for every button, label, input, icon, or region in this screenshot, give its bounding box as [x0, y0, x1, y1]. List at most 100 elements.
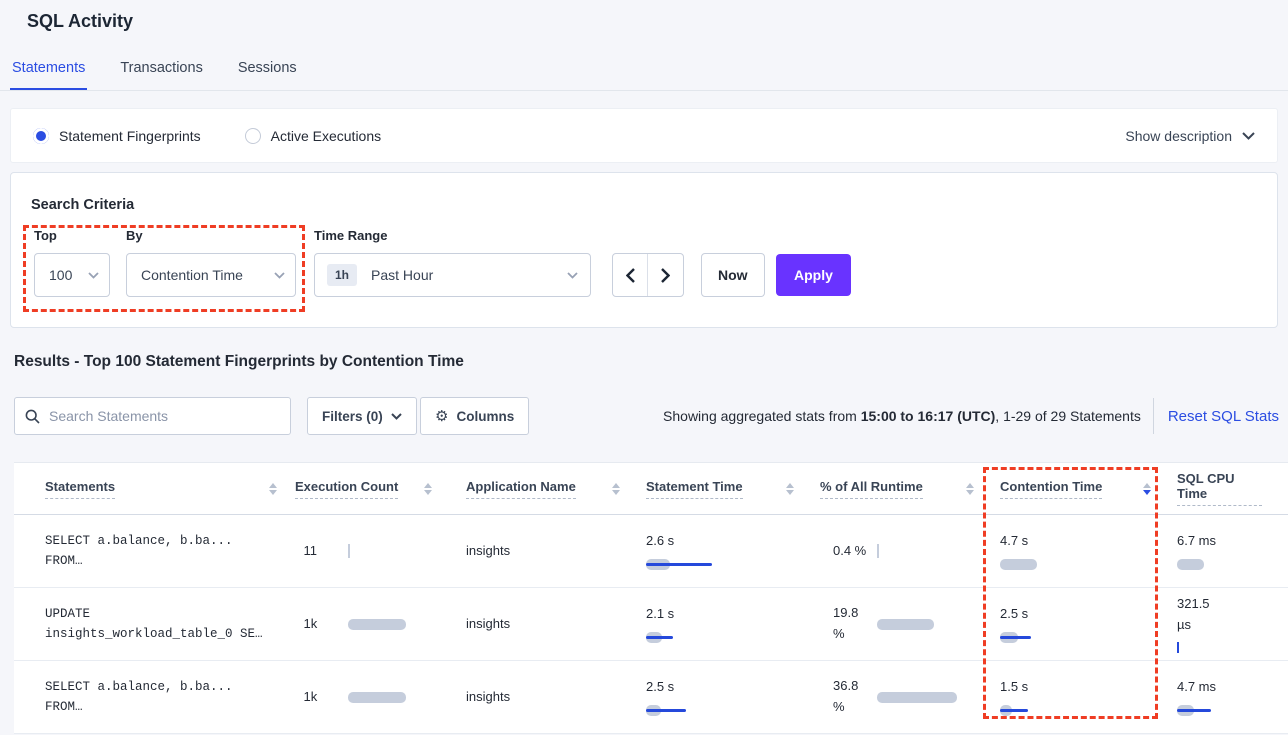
apply-button[interactable]: Apply [776, 254, 851, 296]
sql-cpu-time-cell: 321.5 µs [1177, 588, 1288, 660]
metric-bar [646, 703, 756, 717]
sort-icons[interactable] [269, 482, 277, 495]
bar-mean [877, 692, 957, 703]
column-header-of-all-runtime[interactable]: % of All Runtime [820, 463, 1000, 514]
bar-mean [1177, 558, 1204, 570]
metric-value: 11 [304, 541, 348, 562]
search-statements-input[interactable] [49, 408, 269, 424]
tab-statements[interactable]: Statements [10, 60, 88, 91]
view-mode-bar: Statement Fingerprints Active Executions… [10, 108, 1278, 163]
metric-value-line: 6.7 ms [1177, 533, 1217, 549]
statement-cell[interactable]: SELECT a.balance, b.ba... FROM… [14, 515, 295, 587]
sql-cpu-time-cell: 4.7 ms [1177, 661, 1288, 733]
table-row[interactable]: SELECT a.balance, b.ba... FROM… 1k insights… [14, 661, 1288, 734]
application-cell: insights [466, 588, 646, 660]
bar-mean [347, 692, 406, 703]
statement-text-line: insights_workload_table_0 SE… [45, 627, 263, 641]
column-header-label: Statements [45, 479, 116, 499]
column-header-application-name[interactable]: Application Name [466, 463, 646, 514]
application-cell: insights [466, 661, 646, 733]
application-name: insights [466, 615, 511, 631]
column-header-label: Contention Time [1000, 479, 1103, 499]
bar-stddev-line [1177, 708, 1211, 712]
metric-bar [347, 544, 458, 558]
search-statements-box[interactable] [14, 397, 291, 435]
statement-text-line: FROM… [45, 700, 83, 714]
statement-cell[interactable]: UPDATE insights_workload_table_0 SE… [14, 588, 295, 660]
radio-selected-icon[interactable] [33, 127, 49, 144]
radio-unselected-icon[interactable] [244, 127, 261, 144]
bar-tick-blue [1177, 642, 1179, 654]
by-select[interactable]: Contention Time [126, 253, 296, 297]
time-range-select[interactable]: 1h Past Hour [314, 253, 591, 297]
tab-bar-divider [0, 90, 1288, 91]
metric-value-line: 2.1 s [646, 606, 675, 622]
sort-icons[interactable] [786, 482, 794, 495]
sort-icons[interactable] [424, 482, 432, 495]
sort-desc-icon [966, 489, 974, 495]
of-all-runtime-cell: 36.8% [820, 661, 1000, 733]
top-select[interactable]: 100 [34, 253, 110, 297]
metric-bar [347, 690, 458, 704]
gear-icon: ⚙ [435, 407, 449, 425]
column-header-label: Application Name [466, 479, 576, 499]
results-controls: Filters (0) ⚙ Columns Showing aggregated… [14, 397, 1279, 435]
radio-statement-fingerprints[interactable]: Statement Fingerprints [33, 127, 201, 144]
tab-bar: Statements Transactions Sessions [10, 60, 299, 91]
chevron-right-icon [661, 267, 670, 283]
bar-stddev-line [646, 562, 712, 566]
stats-divider [1152, 398, 1154, 434]
previous-range-button[interactable] [613, 254, 648, 296]
filters-label: Filters (0) [322, 408, 383, 424]
now-button[interactable]: Now [701, 253, 765, 297]
results-heading: Results - Top 100 Statement Fingerprints… [14, 353, 464, 370]
columns-label: Columns [456, 408, 515, 424]
sort-asc-icon [1143, 482, 1151, 488]
metric-bar [1177, 703, 1287, 717]
by-select-value: Contention Time [141, 267, 243, 283]
statement-time-cell: 2.6 s [646, 515, 820, 587]
table-row[interactable]: UPDATE insights_workload_table_0 SE… 1k ins… [14, 588, 1288, 661]
search-criteria-heading: Search Criteria [31, 197, 135, 213]
bar-stddev-line [1000, 635, 1031, 639]
metric-value: 36.8% [833, 676, 877, 718]
metric-value-line: 4.7 s [1000, 533, 1029, 549]
statement-cell[interactable]: SELECT a.balance, b.ba... FROM… [14, 661, 295, 733]
metric-value: 1k [304, 614, 348, 635]
sort-desc-icon [786, 489, 794, 495]
radio-active-executions[interactable]: Active Executions [244, 127, 381, 144]
column-header-execution-count[interactable]: Execution Count [295, 463, 466, 514]
tab-sessions[interactable]: Sessions [237, 60, 297, 76]
metric-value-line: 2.5 s [1000, 606, 1029, 622]
bar-tick [347, 544, 350, 558]
metric-bar [347, 617, 458, 631]
next-range-button[interactable] [648, 254, 683, 296]
execution-count-cell: 11 [295, 515, 466, 587]
table-row[interactable]: SELECT a.balance, b.ba... FROM… 11 insights… [14, 515, 1288, 588]
column-header-sql-cpu-time[interactable]: SQL CPU Time [1177, 463, 1288, 514]
chevron-down-icon [88, 271, 99, 279]
column-header-statement-time[interactable]: Statement Time [646, 463, 820, 514]
time-range-label: Time Range [314, 228, 388, 243]
metric-value-line: 4.7 ms [1177, 679, 1217, 695]
statement-text-line: UPDATE [45, 607, 91, 621]
tab-transactions[interactable]: Transactions [120, 60, 203, 76]
sort-icons[interactable] [966, 482, 974, 495]
radio-label: Statement Fingerprints [59, 127, 201, 144]
show-description-toggle[interactable]: Show description [1125, 128, 1255, 144]
metric-value-line: 0.4 % [833, 542, 867, 558]
sort-icons[interactable] [1143, 482, 1151, 495]
filters-button[interactable]: Filters (0) [307, 397, 417, 435]
reset-sql-stats-link[interactable]: Reset SQL Stats [1167, 407, 1279, 425]
contention-time-cell: 1.5 s [1000, 661, 1177, 733]
sort-asc-icon [966, 482, 974, 488]
columns-button[interactable]: ⚙ Columns [420, 397, 530, 435]
metric-bar [1000, 557, 1110, 571]
metric-value: 19.8% [833, 603, 877, 645]
execution-count-cell: 1k [295, 588, 466, 660]
sort-icons[interactable] [612, 482, 620, 495]
column-header-statements[interactable]: Statements [14, 463, 295, 514]
by-label: By [126, 228, 143, 243]
column-header-contention-time[interactable]: Contention Time [1000, 463, 1177, 514]
metric-bar [646, 630, 756, 644]
